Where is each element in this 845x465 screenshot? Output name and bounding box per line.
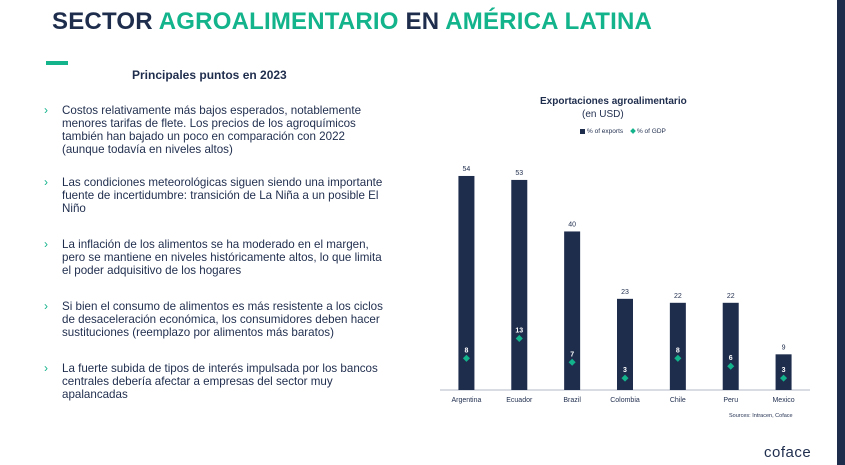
bar-exports [722, 302, 739, 390]
bar-value-label: 9 [782, 344, 786, 351]
gdp-value-label: 8 [464, 347, 468, 354]
chart-legend: % of exports % of GDP [580, 128, 666, 135]
bar-value-label: 53 [515, 170, 523, 177]
category-label: Brazil [563, 397, 581, 404]
bullet-item: › Si bien el consumo de alimentos es más … [44, 299, 389, 340]
accent-bar [46, 61, 68, 65]
category-label: Chile [670, 397, 686, 404]
legend-label-gdp: % of GDP [636, 128, 666, 135]
title-part-sector: SECTOR [52, 8, 153, 35]
legend-diamond-icon [630, 128, 636, 135]
gdp-value-label: 7 [570, 351, 574, 358]
bar-chart: 54 8 Argentina 53 13 Ecuador 40 7 Brazil 23 3 Colom… [440, 166, 810, 404]
bullet-text: La inflación de los alimentos se ha mode… [62, 238, 382, 277]
category-label: Ecuador [506, 397, 533, 404]
bar-exports [564, 231, 581, 390]
bullet-item: › La inflación de los alimentos se ha mod… [44, 237, 389, 278]
gdp-marker [621, 374, 629, 382]
title-part-en: EN [405, 8, 440, 35]
bar-exports [458, 175, 475, 390]
gdp-value-label: 8 [676, 347, 680, 354]
coface-logo: coface [764, 444, 812, 461]
bullet-item: › La fuerte subida de tipos de interés im… [44, 361, 389, 402]
category-label: Mexico [772, 397, 794, 404]
bar-value-label: 23 [621, 289, 629, 296]
bullet-item: › Las condiciones meteorológicas siguen s… [44, 175, 389, 216]
bar-value-label: 40 [568, 221, 576, 228]
slide-title: SECTOR AGROALIMENTARIO EN AMÉRICA LATINA [52, 8, 652, 36]
chart-title: Exportaciones agroalimentario [540, 96, 687, 107]
gdp-value-label: 3 [623, 367, 627, 374]
bullet-item: › Costos relativamente más bajos esperado… [44, 103, 389, 157]
bullet-text: La fuerte subida de tipos de interés imp… [62, 362, 378, 401]
bar-value-label: 22 [674, 293, 682, 300]
legend-label-exports: % of exports [587, 128, 624, 135]
source-note: Sources: Intracen, Coface [729, 413, 793, 419]
legend-square-icon [580, 128, 585, 134]
points-title: Principales puntos en 2023 [132, 68, 287, 82]
bar-exports [511, 179, 528, 390]
bullet-list: › Costos relativamente más bajos esperado… [44, 103, 389, 402]
gdp-value-label: 3 [782, 367, 786, 374]
gdp-marker [727, 362, 735, 370]
bullet-text: Las condiciones meteorológicas siguen si… [62, 176, 383, 215]
bar-value-label: 54 [463, 166, 471, 173]
bar-exports [775, 354, 792, 390]
chevron-icon: › [44, 361, 48, 375]
title-part-region: AMÉRICA LATINA [445, 8, 653, 35]
gdp-value-label: 6 [729, 355, 733, 362]
bar-exports [669, 302, 686, 390]
slide-edge-band [837, 0, 845, 465]
category-label: Argentina [451, 397, 481, 404]
title-part-agro: AGROALIMENTARIO [158, 8, 399, 35]
bullet-text: Si bien el consumo de alimentos es más r… [62, 300, 383, 339]
chevron-icon: › [44, 237, 48, 251]
gdp-value-label: 13 [515, 327, 523, 334]
chevron-icon: › [44, 299, 48, 313]
chart-subtitle: (en USD) [582, 109, 624, 120]
chevron-icon: › [44, 103, 48, 117]
bullet-text: Costos relativamente más bajos esperados… [62, 104, 362, 156]
bar-exports [617, 298, 633, 390]
category-label: Peru [723, 397, 738, 404]
category-label: Colombia [610, 397, 640, 404]
chevron-icon: › [44, 175, 48, 189]
bar-value-label: 22 [727, 293, 735, 300]
